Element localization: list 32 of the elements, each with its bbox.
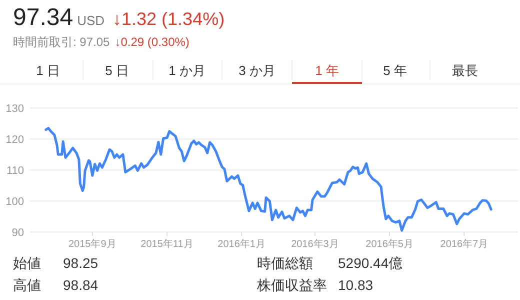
text: 97.34: [13, 4, 74, 31]
x-tick-label: 2016年5月: [366, 238, 414, 250]
text: 98.84: [63, 277, 98, 293]
y-tick-label: 110: [6, 165, 24, 177]
x-tick-label: 2016年3月: [291, 238, 339, 250]
x-tick-label: 2016年1月: [218, 238, 266, 250]
text: ↓1.32 (1.34%): [112, 9, 225, 29]
text: 3 か月: [238, 63, 276, 78]
text: 98.25: [63, 255, 98, 271]
text: USD: [77, 13, 105, 28]
y-tick-label: 120: [6, 134, 24, 146]
y-tick-label: 100: [6, 196, 24, 208]
y-tick-label: 90: [12, 227, 24, 239]
text: ↓0.29 (0.30%): [114, 35, 190, 49]
y-tick-label: 130: [6, 103, 24, 115]
x-tick-label: 2015年11月: [140, 238, 194, 250]
text: 始値: [13, 255, 41, 271]
line-series: [44, 126, 492, 232]
x-tick-label: 2015年9月: [68, 238, 116, 250]
text: 株価収益率: [256, 277, 327, 293]
text: 1 日: [36, 63, 60, 78]
text: 高値: [13, 277, 41, 293]
text: 1 か月: [168, 63, 206, 78]
text: 5 年: [383, 63, 407, 78]
text: 5 日: [105, 63, 129, 78]
text: 10.83: [338, 277, 374, 293]
text: 時間前取引: 97.05: [13, 35, 110, 49]
text: 5290.44億: [338, 255, 403, 271]
text: 最長: [452, 63, 478, 78]
text: 時価総額: [257, 255, 313, 271]
x-tick-label: 2016年7月: [440, 238, 488, 250]
text: 1 年: [315, 63, 339, 78]
